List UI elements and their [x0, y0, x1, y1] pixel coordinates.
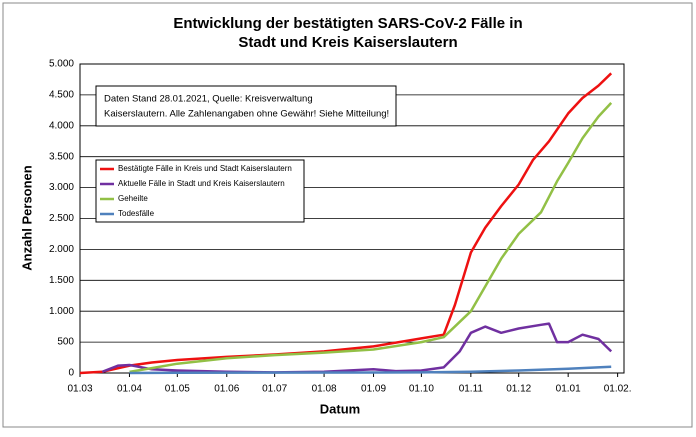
series-line [79, 72, 613, 375]
y-tick-label: 4.000 [49, 120, 74, 131]
x-axis-label: Datum [320, 401, 360, 416]
y-tick-label: 2.000 [49, 244, 74, 255]
y-tick-label: 3.500 [49, 151, 74, 162]
legend-label: Geheilte [118, 194, 148, 203]
legend-label: Todesfälle [118, 209, 155, 218]
chart-title: Entwicklung der bestätigten SARS-CoV-2 F… [173, 15, 522, 32]
annotation: Daten Stand 28.01.2021, Quelle: Kreisver… [104, 94, 313, 105]
x-tick-label: 01.12 [506, 384, 531, 395]
y-tick-label: 5.000 [49, 59, 74, 70]
legend-label: Bestätigte Fälle in Kreis und Stadt Kais… [118, 164, 292, 173]
series-line [129, 102, 613, 374]
y-tick-label: 500 [57, 337, 74, 348]
annotation-box [95, 85, 397, 127]
legend-box [95, 159, 305, 223]
x-tick-label: 01.11 [459, 384, 484, 395]
y-tick-label: 1.500 [49, 275, 74, 286]
y-tick-label: 2.500 [49, 213, 74, 224]
annotation: Kaiserslautern. Alle Zahlenangaben ohne … [104, 109, 389, 120]
y-tick-label: 1.000 [49, 306, 74, 317]
x-tick-label: 01.08 [312, 384, 337, 395]
series-line [129, 365, 612, 375]
y-axis-label: Anzahl Personen [19, 165, 34, 271]
x-tick-label: 01.07 [262, 384, 287, 395]
x-tick-label: 01.02. [604, 384, 632, 395]
x-tick-label: 01.04 [117, 384, 142, 395]
x-tick-label: 01.06 [214, 384, 239, 395]
x-tick-label: 01.03 [67, 384, 92, 395]
y-tick-label: 3.000 [49, 182, 74, 193]
y-tick-label: 4.500 [49, 90, 74, 101]
x-tick-label: 01.10 [409, 384, 434, 395]
series-line [101, 322, 613, 374]
x-tick-label: 01.09 [361, 384, 386, 395]
legend-label: Aktuelle Fälle in Stadt und Kreis Kaiser… [118, 179, 285, 188]
x-tick-label: 01.05 [165, 384, 190, 395]
chart-title: Stadt und Kreis Kaiserslautern [238, 34, 457, 51]
x-tick-label: 01.01 [556, 384, 581, 395]
y-tick-label: 0 [68, 368, 74, 379]
